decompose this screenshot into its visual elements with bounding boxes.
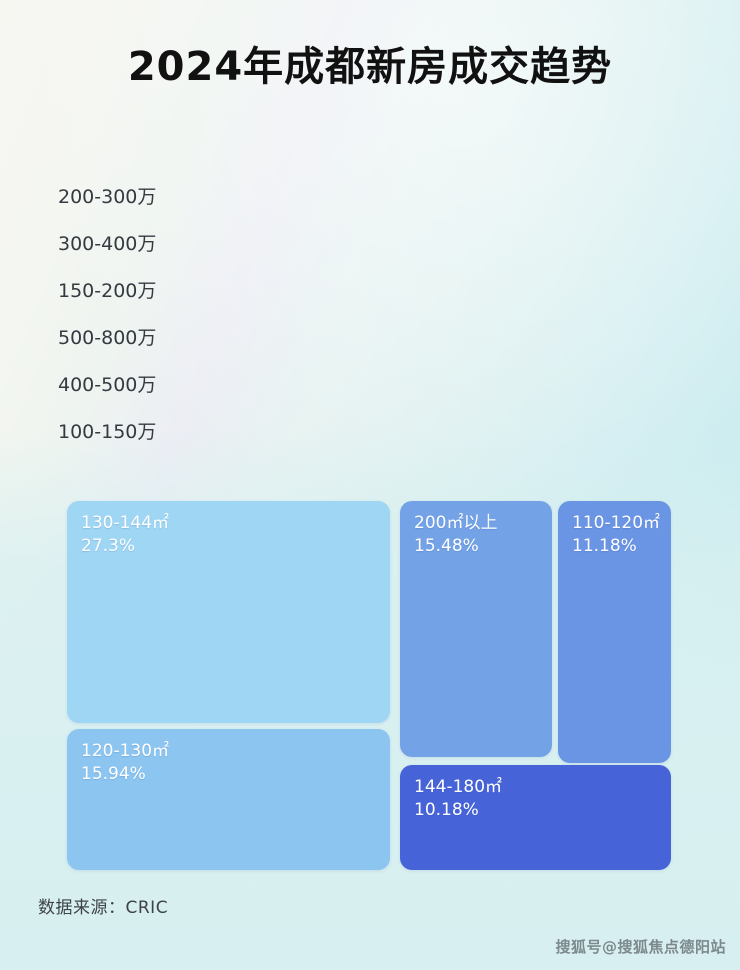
treemap-tile: 200㎡以上 15.48% [400,501,552,757]
bar-label: 100-150万 [58,421,157,443]
treemap-tile: 120-130㎡ 15.94% [67,729,390,870]
treemap-tile-value: 10.18% [414,800,479,820]
bar-label: 500-800万 [58,327,157,349]
treemap-tile-text: 144-180㎡ 10.18% [414,776,502,822]
bar-label: 200-300万 [58,186,157,208]
price-range-bar-chart: 200-300万 300-400万 150-200万 500-800万 400-… [0,178,740,448]
bar-track [171,233,503,256]
bar-track [171,186,660,209]
bar-label: 400-500万 [58,374,157,396]
treemap-tile: 130-144㎡ 27.3% [67,501,390,723]
page-title: 2024年成都新房成交趋势 [127,44,613,90]
treemap-tile-label: 144-180㎡ [414,777,503,797]
treemap-tile-value: 11.18% [572,536,637,556]
bar-track [171,421,327,444]
treemap-tile-value: 27.3% [81,536,136,556]
bar-track [171,327,393,350]
bar-row: 400-500万 [0,372,740,398]
treemap-tile: 144-180㎡ 10.18% [400,765,671,870]
treemap-tile-label: 200㎡以上 [414,513,498,533]
bar-row: 150-200万 [0,278,740,304]
bar-label: 150-200万 [58,280,157,302]
treemap-tile-value: 15.94% [81,764,146,784]
bar-row: 100-150万 [0,419,740,445]
treemap-tile-text: 130-144㎡ 27.3% [81,512,169,558]
treemap-tile-text: 120-130㎡ 15.94% [81,740,169,786]
treemap-tile-label: 130-144㎡ [81,513,170,533]
bar-track [171,280,419,303]
treemap-tile-text: 200㎡以上 15.48% [414,512,497,558]
bar-label: 300-400万 [58,233,157,255]
treemap-tile-label: 110-120㎡ [572,513,661,533]
treemap-tile-label: 120-130㎡ [81,741,170,761]
treemap-tile-text: 110-120㎡ 11.18% [572,512,660,558]
bar-track [171,374,373,397]
watermark-label: 搜狐号@搜狐焦点德阳站 [555,938,726,956]
data-source-note: 数据来源：CRIC [38,898,169,918]
bar-row: 200-300万 [0,184,740,210]
treemap-tile-value: 15.48% [414,536,479,556]
treemap-tile: 110-120㎡ 11.18% [558,501,671,763]
bar-row: 500-800万 [0,325,740,351]
bar-row: 300-400万 [0,231,740,257]
